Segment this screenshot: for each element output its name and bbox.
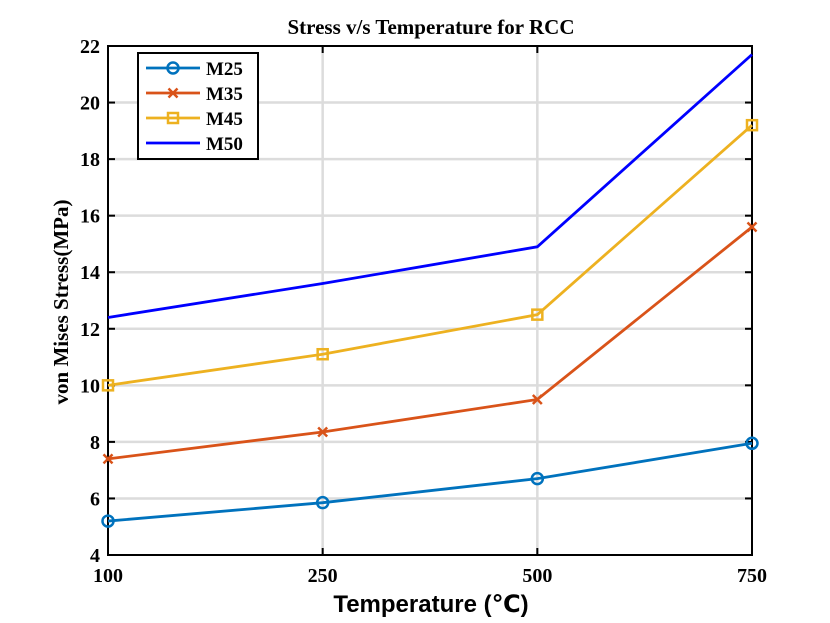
data-point-m25: [745, 436, 759, 451]
y-tick-label: 4: [90, 545, 100, 567]
legend-item-m25: M25: [146, 59, 243, 80]
data-point-m45: [316, 347, 329, 361]
x-tick-label: 250: [308, 565, 338, 587]
legend-label: M35: [206, 84, 243, 105]
x-axis-label: Temperature (℃): [333, 591, 528, 618]
y-tick-label: 6: [90, 488, 100, 510]
y-tick-label: 16: [80, 206, 100, 228]
tick-labels: 4 6 8 10 12 14 16 18 20 22 100 250 500 750: [80, 36, 767, 587]
series-line-m45: [107, 124, 753, 387]
axes: [107, 45, 753, 556]
series-m50: [107, 53, 753, 319]
x-tick-label: 100: [93, 565, 123, 587]
data-point-m45: [745, 118, 759, 132]
data-point-m45: [101, 379, 115, 392]
series-line-m50: [107, 53, 753, 319]
y-tick-label: 20: [80, 93, 100, 115]
data-point-m35: [317, 426, 329, 438]
data-point-m35: [102, 453, 114, 465]
legend-marker: [167, 87, 179, 99]
data-point-m35: [746, 221, 758, 233]
legend-label: M50: [206, 134, 243, 155]
legend-marker: [166, 61, 180, 75]
series-m35: [102, 221, 758, 465]
data-point-m25: [315, 495, 330, 510]
legend-label: M45: [206, 109, 243, 130]
series-line-m25: [107, 441, 753, 523]
data-point-m45: [531, 308, 544, 321]
chart-title: Stress v/s Temperature for RCC: [288, 15, 575, 39]
y-tick-label: 8: [90, 432, 100, 454]
y-axis-label: von Mises Stress(MPa): [49, 200, 73, 405]
x-tick-label: 500: [522, 565, 552, 587]
series-layer: [101, 53, 759, 528]
legend-item-m35: M35: [146, 84, 243, 105]
y-tick-label: 12: [80, 319, 100, 341]
legend-box: [137, 52, 259, 160]
y-tick-label: 14: [80, 262, 100, 284]
data-point-m25: [530, 471, 545, 486]
y-tick-label: 18: [80, 149, 100, 171]
legend: M25 M35 M45 M50: [137, 52, 259, 160]
legend-marker: [166, 111, 180, 125]
grid: [108, 46, 752, 555]
data-point-m25: [101, 514, 115, 528]
legend-item-m45: M45: [146, 109, 243, 130]
data-point-m35: [531, 394, 543, 405]
y-tick-label: 10: [80, 375, 100, 397]
x-tick-label: 750: [737, 565, 767, 587]
y-tick-label: 22: [80, 36, 100, 58]
legend-label: M25: [206, 59, 243, 80]
series-m45: [101, 118, 759, 392]
plot-frame: [107, 45, 753, 556]
series-line-m35: [107, 225, 753, 461]
legend-item-m50: M50: [146, 134, 243, 155]
series-m25: [101, 436, 759, 528]
